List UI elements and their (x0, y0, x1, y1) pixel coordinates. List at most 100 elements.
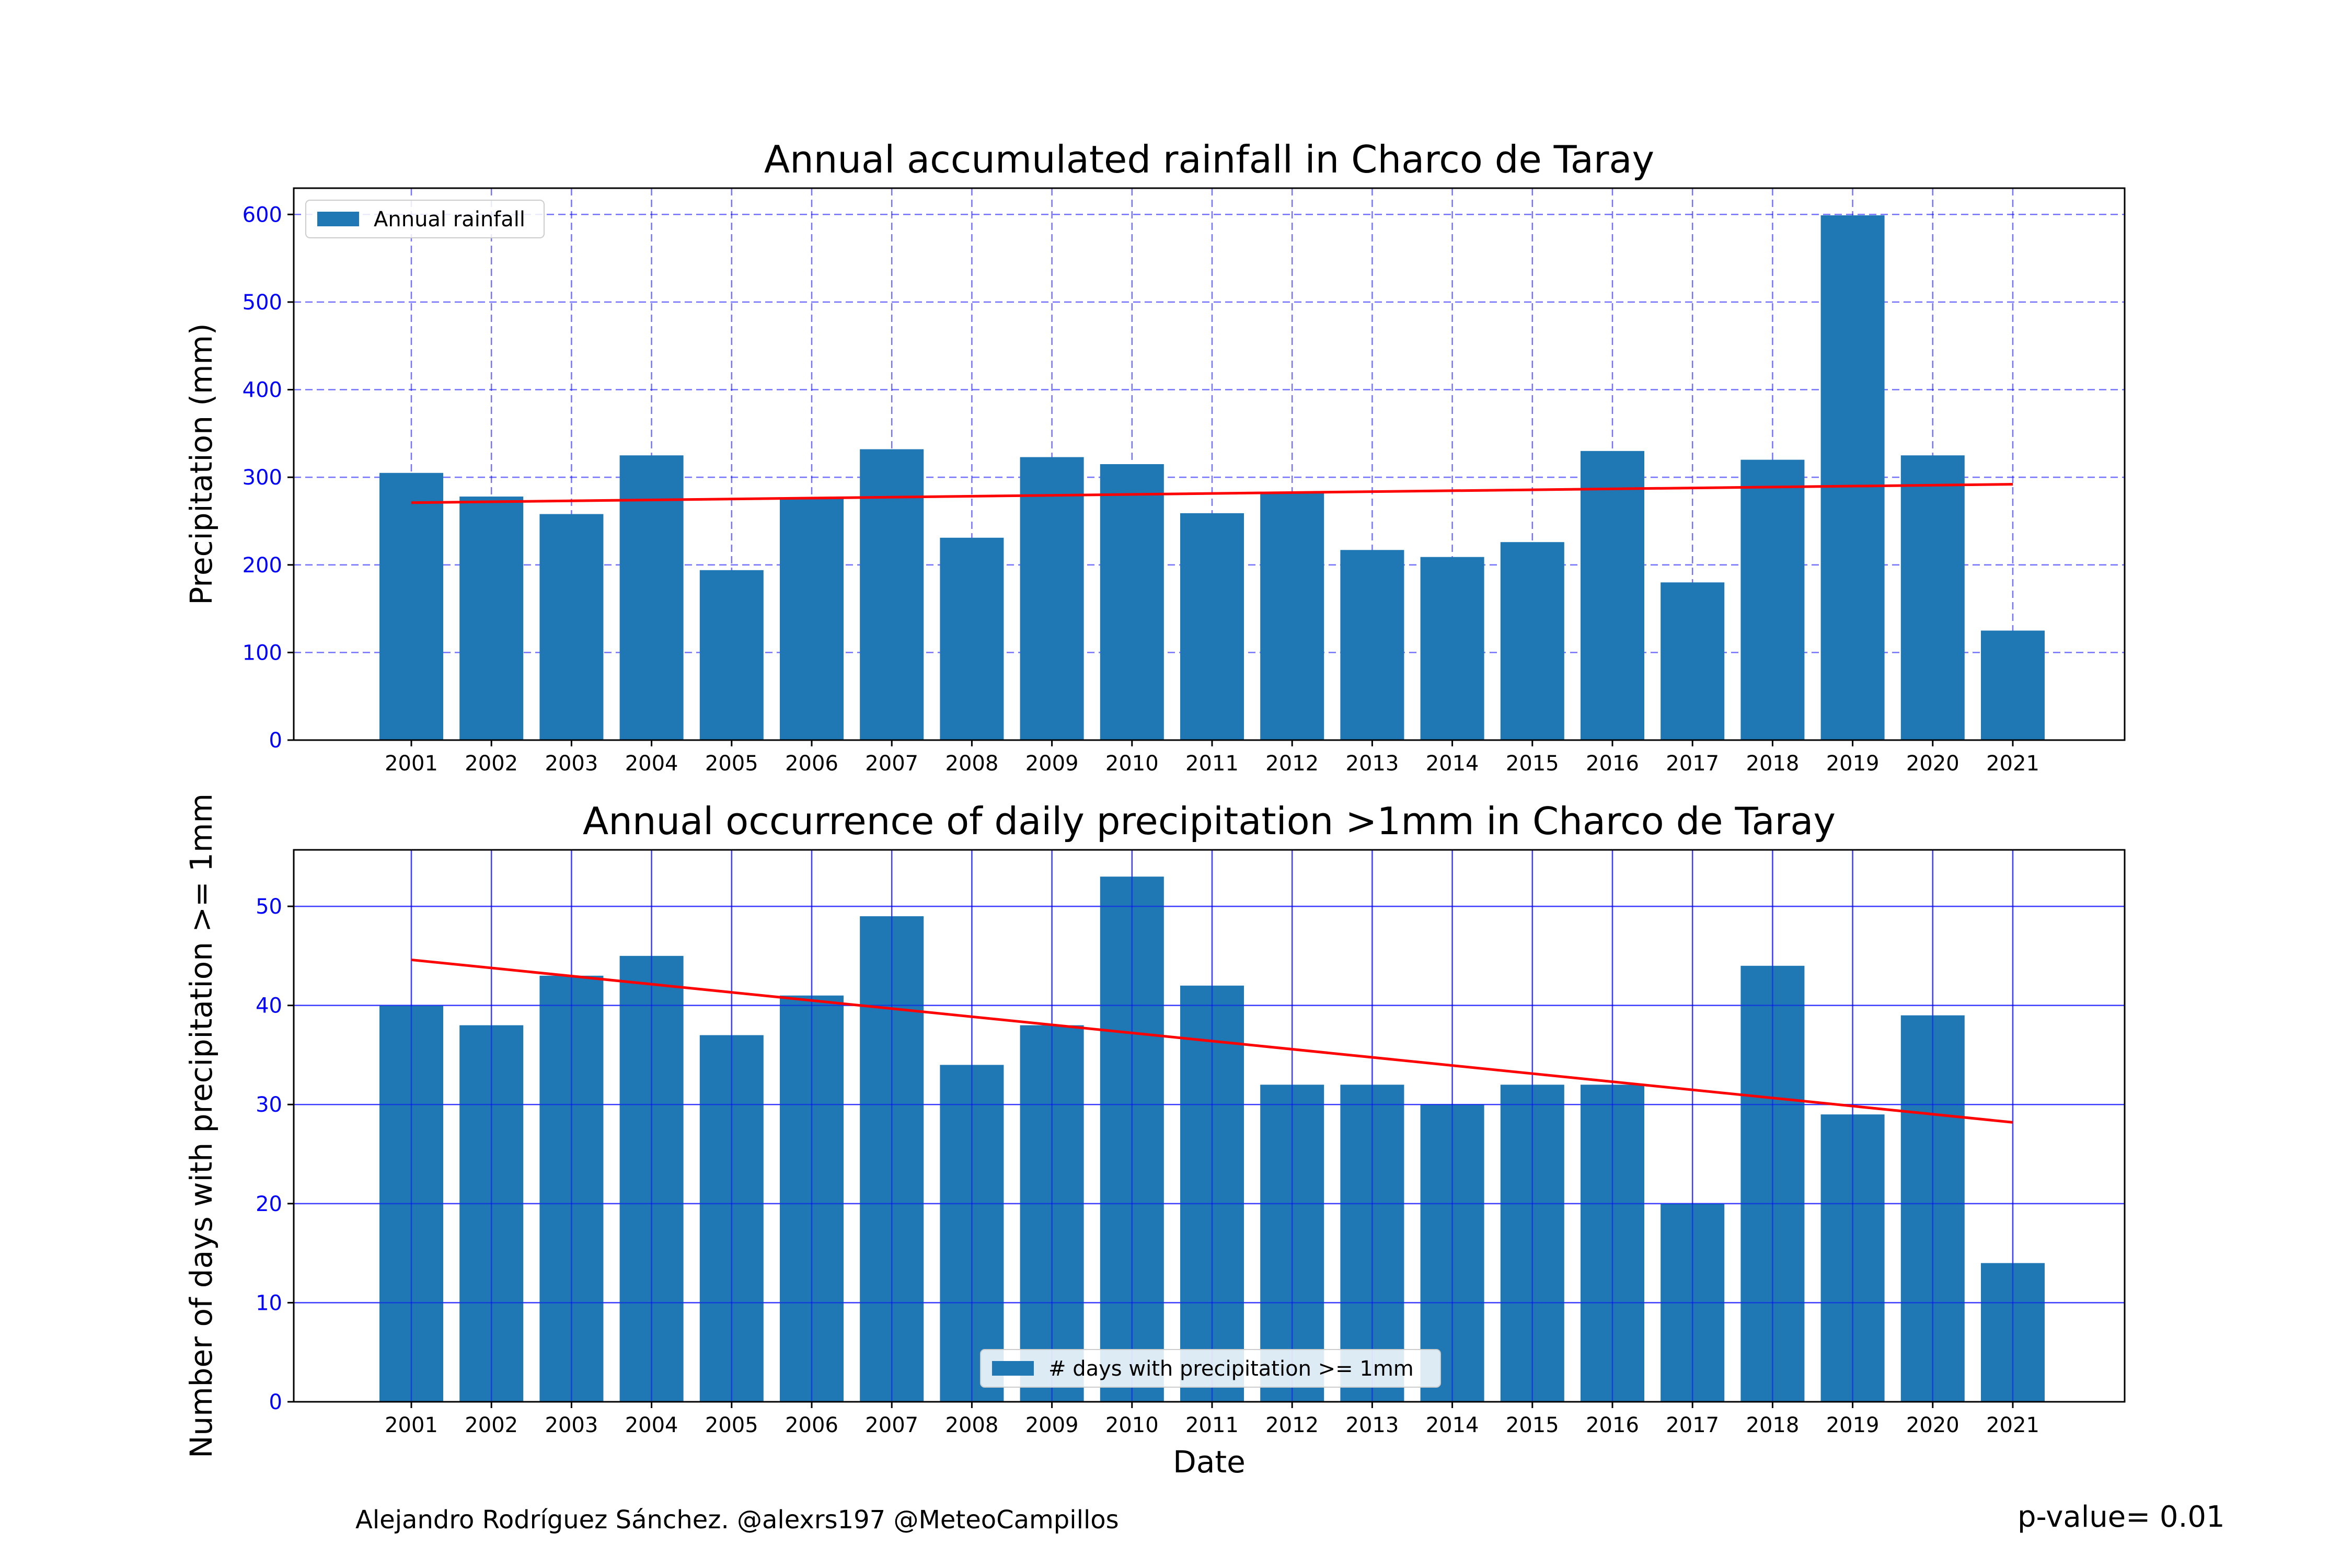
days-bar (1740, 965, 1805, 1402)
rainfall-bar (1500, 542, 1564, 740)
days-bar (780, 995, 844, 1402)
x-tick-label: 2013 (1346, 752, 1399, 776)
days-bar (699, 1035, 764, 1402)
y-axis-label: Precipitation (mm) (183, 323, 219, 605)
legend: # days with precipitation >= 1mm (980, 1349, 1441, 1388)
days-bar (1340, 1085, 1404, 1402)
chart-panel-2: Annual occurrence of daily precipitation… (183, 793, 2126, 1480)
axes-frame (293, 187, 2126, 741)
rainfall-bar (1020, 457, 1084, 740)
rainfall-bar (1420, 557, 1484, 740)
rainfall-bar (780, 498, 844, 740)
x-tick-label: 2003 (545, 1413, 598, 1437)
rainfall-bar (1100, 464, 1164, 740)
rainfall-bar (459, 497, 524, 740)
x-tick-label: 2007 (865, 752, 918, 776)
x-tick-label: 2019 (1826, 1413, 1880, 1437)
days-bar (860, 916, 924, 1402)
y-tick-label: 200 (243, 554, 282, 578)
x-tick-label: 2006 (785, 1413, 838, 1437)
y-tick-label: 50 (256, 895, 282, 919)
x-tick-label: 2003 (545, 752, 598, 776)
x-tick-label: 2009 (1025, 752, 1079, 776)
x-tick-label: 2010 (1105, 752, 1159, 776)
x-tick-label: 2016 (1586, 1413, 1639, 1437)
x-tick-label: 2011 (1185, 752, 1239, 776)
y-axis-label: Number of days with precipitation >= 1mm (183, 793, 219, 1458)
y-tick-label: 400 (243, 378, 282, 402)
x-tick-label: 2014 (1426, 1413, 1479, 1437)
rainfall-trend-line (411, 483, 2013, 504)
legend: Annual rainfall (305, 200, 545, 238)
legend-box (980, 1349, 1441, 1388)
days-bar (619, 955, 684, 1402)
x-tick-label: 2015 (1506, 752, 1559, 776)
author-credit: Alejandro Rodríguez Sánchez. @alexrs197 … (355, 1505, 1119, 1535)
x-tick-label: 2017 (1666, 1413, 1719, 1437)
x-tick-label: 2012 (1265, 1413, 1319, 1437)
rainfall-bar (1340, 550, 1404, 740)
y-tick-label: 20 (256, 1192, 282, 1216)
x-tick-label: 2006 (785, 752, 838, 776)
x-tick-label: 2015 (1506, 1413, 1559, 1437)
x-tick-label: 2020 (1906, 752, 1959, 776)
days-bar (459, 1025, 524, 1402)
y-tick-label: 40 (256, 994, 282, 1018)
x-tick-label: 2014 (1426, 752, 1479, 776)
y-tick-label: 10 (256, 1291, 282, 1315)
x-tick-label: 2005 (705, 1413, 758, 1437)
rainfall-bar (940, 537, 1004, 740)
days-bar (379, 1005, 443, 1402)
rainfall-bar (539, 514, 604, 740)
x-tick-label: 2002 (465, 1413, 518, 1437)
rainfall-bar (1260, 493, 1324, 740)
bars (379, 877, 2045, 1402)
rainfall-bar (699, 570, 764, 740)
rainfall-bar (379, 472, 443, 740)
legend-swatch (317, 212, 359, 226)
days-bar (1260, 1085, 1324, 1402)
x-tick-label: 2004 (625, 1413, 678, 1437)
y-tick-label: 100 (243, 641, 282, 665)
x-tick-label: 2008 (946, 752, 999, 776)
x-tick-label: 2020 (1906, 1413, 1959, 1437)
days-bar (1100, 877, 1164, 1402)
legend-box (305, 200, 545, 238)
y-tick-label: 500 (243, 291, 282, 315)
rainfall-bar (1661, 582, 1725, 740)
y-tick-label: 600 (243, 203, 282, 227)
days-bar (1981, 1263, 2045, 1402)
chart-title-top: Annual accumulated rainfall in Charco de… (764, 137, 1654, 181)
y-tick-label: 0 (269, 1390, 282, 1414)
x-tick-label: 2018 (1746, 1413, 1800, 1437)
x-tick-label: 2008 (946, 1413, 999, 1437)
x-tick-label: 2007 (865, 1413, 918, 1437)
days-bar (1500, 1085, 1564, 1402)
x-axis-label: Date (1173, 1444, 1246, 1480)
x-tick-label: 2009 (1025, 1413, 1079, 1437)
x-tick-label: 2017 (1666, 752, 1719, 776)
legend-swatch (992, 1361, 1034, 1376)
days-bar (1020, 1025, 1084, 1402)
x-tick-label: 2018 (1746, 752, 1800, 776)
days-bar (539, 975, 604, 1402)
y-tick-label: 30 (256, 1093, 282, 1117)
days-trend-line (411, 958, 2013, 1124)
rainfall-bar (1900, 455, 1965, 740)
chart-title-bottom: Annual occurrence of daily precipitation… (583, 799, 1836, 843)
days-bar (1180, 985, 1244, 1402)
x-tick-label: 2004 (625, 752, 678, 776)
x-tick-label: 2010 (1105, 1413, 1159, 1437)
rainfall-bar (619, 455, 684, 740)
x-tick-label: 2012 (1265, 752, 1319, 776)
x-tick-label: 2019 (1826, 752, 1880, 776)
rainfall-bar (1581, 451, 1644, 740)
x-tick-label: 2013 (1346, 1413, 1399, 1437)
days-bar (1661, 1203, 1725, 1402)
days-bar (1581, 1085, 1644, 1402)
chart-panel-1: Annual accumulated rainfall in Charco de… (183, 137, 2126, 776)
x-tick-label: 2011 (1185, 1413, 1239, 1437)
x-tick-label: 2001 (385, 1413, 438, 1437)
days-bar (1900, 1015, 1965, 1402)
axes-frame (293, 849, 2126, 1403)
